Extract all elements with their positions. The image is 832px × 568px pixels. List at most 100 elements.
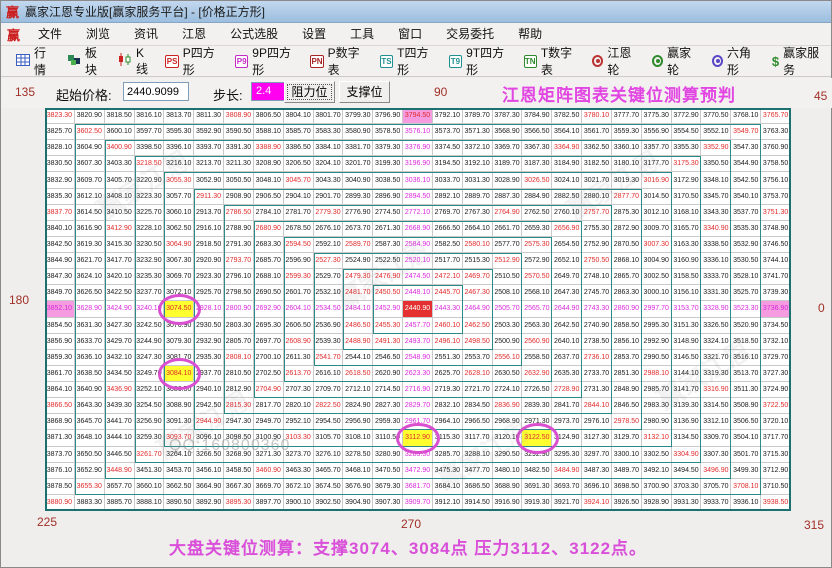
price-cell: 2697.70 bbox=[253, 333, 284, 350]
price-cell: 3079.30 bbox=[164, 333, 195, 350]
price-cell: 2474.50 bbox=[403, 269, 433, 286]
price-cell: 2851.30 bbox=[611, 365, 642, 383]
price-cell: 3153.70 bbox=[671, 301, 702, 318]
price-cell: 3847.30 bbox=[45, 269, 75, 286]
price-cell: 3098.50 bbox=[224, 430, 254, 447]
price-cell: 2515.30 bbox=[462, 253, 493, 270]
price-cell: 3110.50 bbox=[373, 430, 404, 447]
price-cell: 3348.10 bbox=[701, 172, 732, 189]
menu-item-工具[interactable]: 工具 bbox=[350, 27, 375, 41]
toolbar-item-gann-wheel[interactable]: 江恩轮 bbox=[585, 41, 645, 81]
menu-item-设置[interactable]: 设置 bbox=[302, 27, 327, 41]
price-cell: 3062.50 bbox=[164, 220, 195, 237]
toolbar-label-sectors: 板块 bbox=[85, 46, 98, 77]
price-cell: 3448.90 bbox=[104, 462, 135, 479]
menu-item-帮助[interactable]: 帮助 bbox=[518, 27, 543, 41]
price-cell: 3264.10 bbox=[164, 446, 195, 463]
menu-item-资讯[interactable]: 资讯 bbox=[134, 27, 159, 41]
toolbar-item-kline[interactable]: K线 bbox=[111, 43, 158, 80]
toolbar-item-quotes[interactable]: 行情 bbox=[9, 41, 60, 81]
price-cell: 3895.30 bbox=[224, 494, 254, 511]
menu-item-公式选股[interactable]: 公式选股 bbox=[230, 27, 279, 41]
toolbar-item-t-number-table[interactable]: TN T数字表 bbox=[517, 41, 586, 81]
menu-item-窗口[interactable]: 窗口 bbox=[398, 27, 423, 41]
price-cell: 3595.30 bbox=[164, 124, 195, 141]
price-cell: 3741.70 bbox=[761, 269, 791, 286]
support-button[interactable]: 支撑位 bbox=[339, 81, 390, 103]
price-cell: 2575.30 bbox=[522, 236, 553, 254]
price-cell: 3770.50 bbox=[701, 108, 732, 125]
menu-item-交易委托[interactable]: 交易委托 bbox=[446, 27, 495, 41]
price-cell: 2594.50 bbox=[283, 236, 314, 254]
price-cell: 2505.70 bbox=[492, 301, 523, 318]
price-cell: 3472.90 bbox=[403, 462, 433, 479]
winner-wheel-icon bbox=[652, 55, 664, 67]
price-cell: 3710.50 bbox=[761, 478, 791, 495]
price-cell: 2613.70 bbox=[283, 365, 314, 383]
price-cell: 3520.90 bbox=[731, 317, 762, 334]
toolbar-item-p-square[interactable]: PS P四方形 bbox=[158, 41, 228, 81]
toolbar-item-t-square[interactable]: TS T四方形 bbox=[373, 41, 442, 81]
price-cell: 2630.50 bbox=[492, 365, 523, 383]
price-cell: 2553.70 bbox=[462, 349, 493, 366]
price-cell: 2949.70 bbox=[253, 414, 284, 431]
price-cell: 2947.30 bbox=[224, 414, 254, 431]
menu-item-文件[interactable]: 文件 bbox=[38, 27, 63, 41]
price-cell: 2628.10 bbox=[462, 365, 493, 383]
price-cell: 2589.70 bbox=[343, 236, 374, 254]
price-cell: 2841.70 bbox=[552, 398, 583, 415]
price-cell: 2846.50 bbox=[611, 398, 642, 415]
price-cell: 3830.50 bbox=[45, 156, 75, 173]
price-cell: 2517.70 bbox=[432, 253, 463, 270]
price-cell: 3228.10 bbox=[134, 220, 165, 237]
price-cell: 2884.90 bbox=[522, 188, 553, 205]
toolbar-item-9p-square[interactable]: P9 9P四方形 bbox=[228, 41, 303, 81]
price-cell: 3410.50 bbox=[104, 204, 135, 221]
toolbar-item-winner-wheel[interactable]: 赢家轮 bbox=[645, 41, 705, 81]
price-cell: 3429.70 bbox=[104, 333, 135, 350]
price-cell: 2728.90 bbox=[552, 382, 583, 399]
toolbar-item-p-number-table[interactable]: PN P数字表 bbox=[303, 41, 373, 81]
toolbar: 行情 板块 K线 PS P四方形 P9 9P四方形 PN P数字表 TS T四方形 T9 9T四方形 TN… bbox=[1, 46, 831, 77]
price-cell: 3261.70 bbox=[134, 446, 165, 463]
price-cell: 3518.50 bbox=[731, 333, 762, 350]
price-cell: 3933.70 bbox=[701, 494, 732, 511]
menu-item-浏览[interactable]: 浏览 bbox=[86, 27, 111, 41]
price-cell: 3820.90 bbox=[74, 108, 105, 125]
price-cell: 3600.10 bbox=[104, 124, 135, 141]
price-cell: 3453.70 bbox=[164, 462, 195, 479]
start-price-input[interactable] bbox=[123, 82, 189, 101]
price-cell: 2661.70 bbox=[492, 220, 523, 237]
price-cell: 3088.90 bbox=[164, 398, 195, 415]
resistance-button[interactable]: 阻力位 bbox=[284, 81, 335, 103]
price-cell: 2856.10 bbox=[611, 333, 642, 350]
price-cell: 3038.50 bbox=[373, 172, 404, 189]
toolbar-item-hexagon[interactable]: 六角形 bbox=[705, 41, 765, 81]
menu-item-江恩[interactable]: 江恩 bbox=[182, 27, 207, 41]
price-cell: 2709.70 bbox=[313, 382, 344, 399]
price-cell: 3628.90 bbox=[74, 301, 105, 318]
price-cell: 2596.90 bbox=[283, 253, 314, 270]
price-cell: 3883.30 bbox=[74, 494, 105, 511]
price-cell: 3211.30 bbox=[224, 156, 254, 173]
price-cell: 2577.70 bbox=[492, 236, 523, 254]
price-cell: 3676.90 bbox=[343, 478, 374, 495]
price-cell: 3758.50 bbox=[761, 156, 791, 173]
price-cell: 2752.90 bbox=[582, 236, 612, 254]
toolbar-item-9t-square[interactable]: T9 9T四方形 bbox=[442, 41, 517, 81]
price-cell: 3513.70 bbox=[731, 365, 762, 383]
price-cell: 3664.90 bbox=[194, 478, 225, 495]
price-cell: 3384.10 bbox=[313, 140, 344, 157]
toolbar-label-t-square: T四方形 bbox=[397, 46, 429, 77]
app-logo-icon: 赢 bbox=[6, 5, 20, 20]
price-cell: 3583.30 bbox=[313, 124, 344, 141]
price-cell: 3458.50 bbox=[224, 462, 254, 479]
price-cell: 2760.10 bbox=[552, 204, 583, 221]
toolbar-item-winner-service[interactable]: $ 赢家服务 bbox=[765, 41, 831, 81]
price-cell: 2584.90 bbox=[403, 236, 433, 254]
price-cell: 3681.70 bbox=[403, 478, 433, 495]
price-cell: 3684.10 bbox=[432, 478, 463, 495]
toolbar-item-sectors[interactable]: 板块 bbox=[60, 41, 111, 81]
price-cell: 2558.50 bbox=[522, 349, 553, 366]
price-cell: 2532.10 bbox=[313, 285, 344, 302]
